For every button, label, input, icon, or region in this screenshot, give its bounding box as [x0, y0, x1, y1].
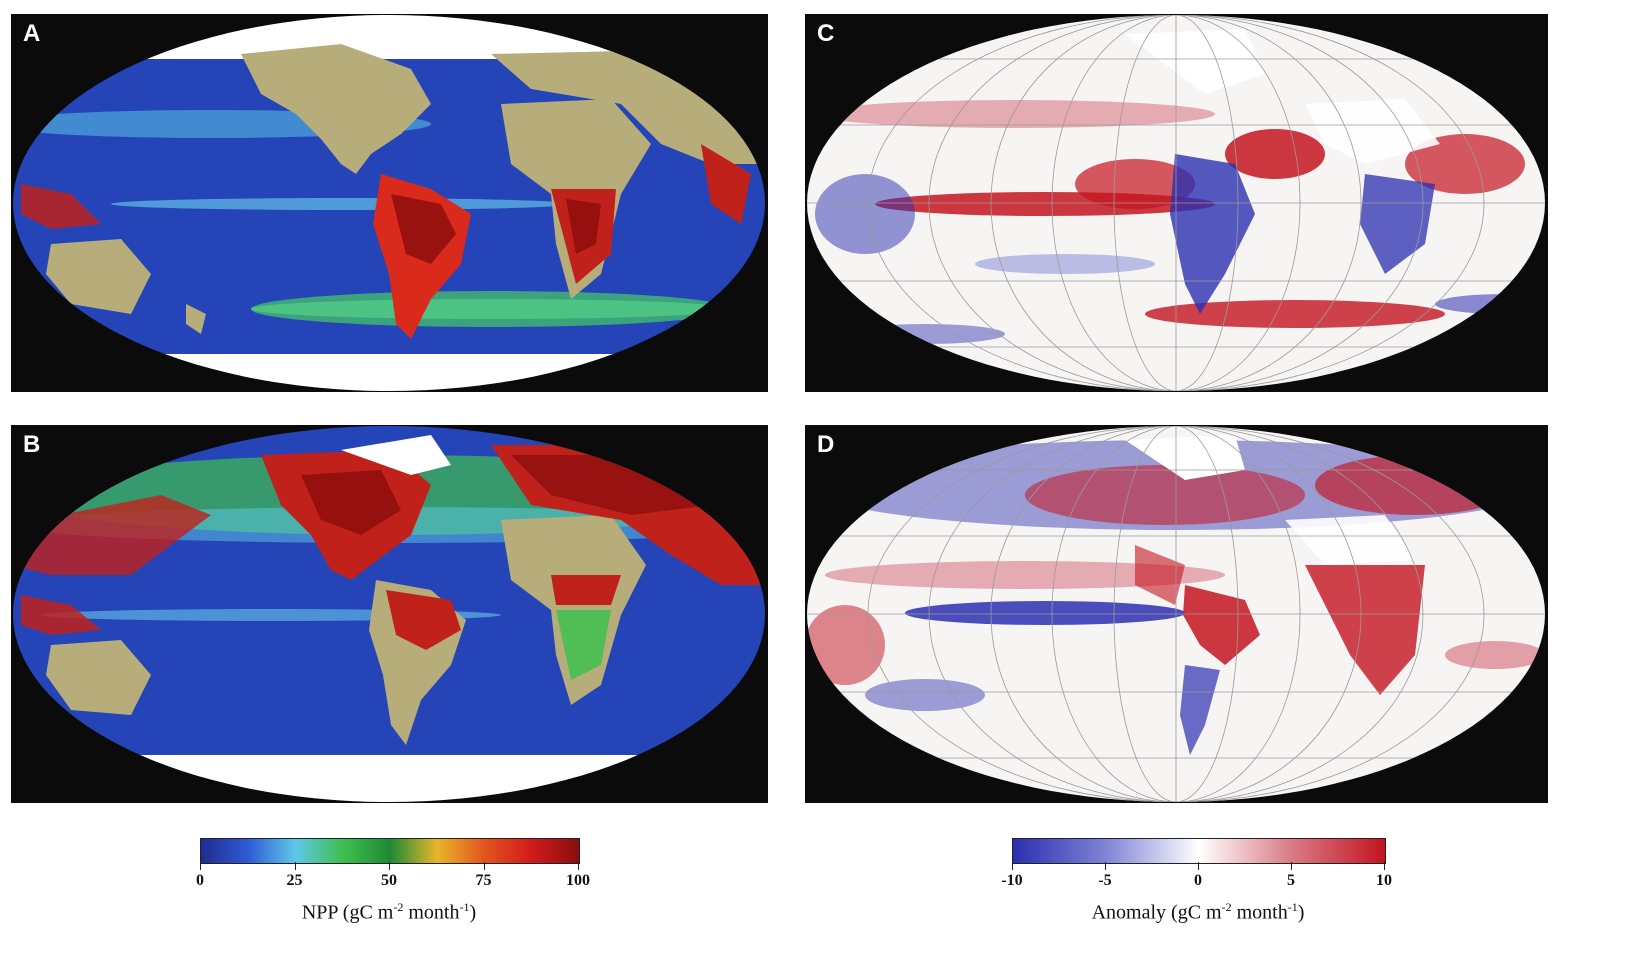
npp-tick-mark: [578, 862, 579, 870]
map-b: [13, 426, 765, 802]
map-d: [807, 426, 1545, 802]
anomaly-colorbar: [1012, 838, 1386, 864]
anomaly-tick-label: 10: [1376, 872, 1392, 889]
land-australia: [46, 640, 151, 715]
anomaly-tick-label: 5: [1287, 872, 1295, 889]
npp-tick-label: 50: [381, 872, 397, 889]
npp-tick-mark: [294, 862, 296, 870]
map-panel-b: B: [11, 425, 768, 803]
anomaly-tick-mark: [1198, 862, 1199, 870]
anomaly-tick-label: -5: [1098, 872, 1112, 889]
panel-label-b: B: [23, 431, 41, 458]
npp-tick-mark: [200, 862, 201, 870]
map-c: [807, 15, 1545, 391]
map-panel-a: A: [11, 14, 768, 392]
panel-label-c: C: [817, 20, 835, 47]
npp-tick-label: 0: [196, 872, 204, 889]
npp-tick-label: 100: [566, 872, 590, 889]
panel-label-d: D: [817, 431, 835, 458]
anomaly-tick-mark: [1291, 862, 1292, 870]
panel-label-a: A: [23, 20, 41, 47]
anomaly-colorbar-title: Anomaly (gC m-2 month-1): [1091, 900, 1305, 924]
land-north-america: [241, 44, 431, 174]
npp-colorbar-title: NPP (gC m-2 month-1): [301, 900, 477, 924]
anomaly-tick-mark: [1384, 862, 1385, 870]
npp-tick-mark: [483, 862, 485, 870]
map-panel-d: D: [805, 425, 1548, 803]
anomaly-tick-mark: [1105, 862, 1106, 870]
anomaly-tick-label: -10: [1001, 872, 1023, 889]
npp-tick-mark: [389, 862, 390, 870]
map-a: [13, 15, 765, 391]
map-panel-c: C: [805, 14, 1548, 392]
npp-colorbar: [200, 838, 580, 864]
anomaly-tick-label: 0: [1194, 872, 1202, 889]
npp-tick-label: 25: [286, 872, 303, 889]
land-australia: [46, 239, 151, 314]
npp-tick-label: 75: [475, 872, 492, 889]
anomaly-tick-mark: [1012, 862, 1013, 870]
